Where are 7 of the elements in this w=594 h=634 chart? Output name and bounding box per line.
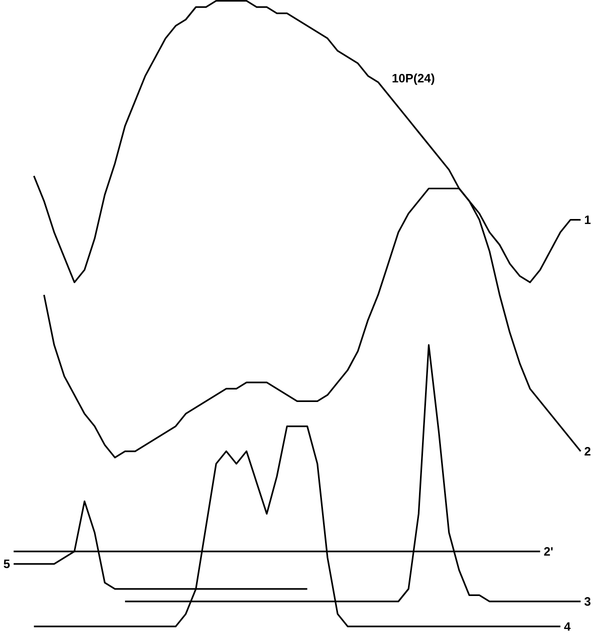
series-label: 3 [584,597,590,606]
series-label: 1 [584,216,590,224]
series-label: 2 [584,447,590,456]
annotation: 10P(24) [392,74,434,85]
series-label: 2' [544,547,553,556]
series-label: 5 [4,560,10,568]
series-label: 4 [564,622,570,631]
